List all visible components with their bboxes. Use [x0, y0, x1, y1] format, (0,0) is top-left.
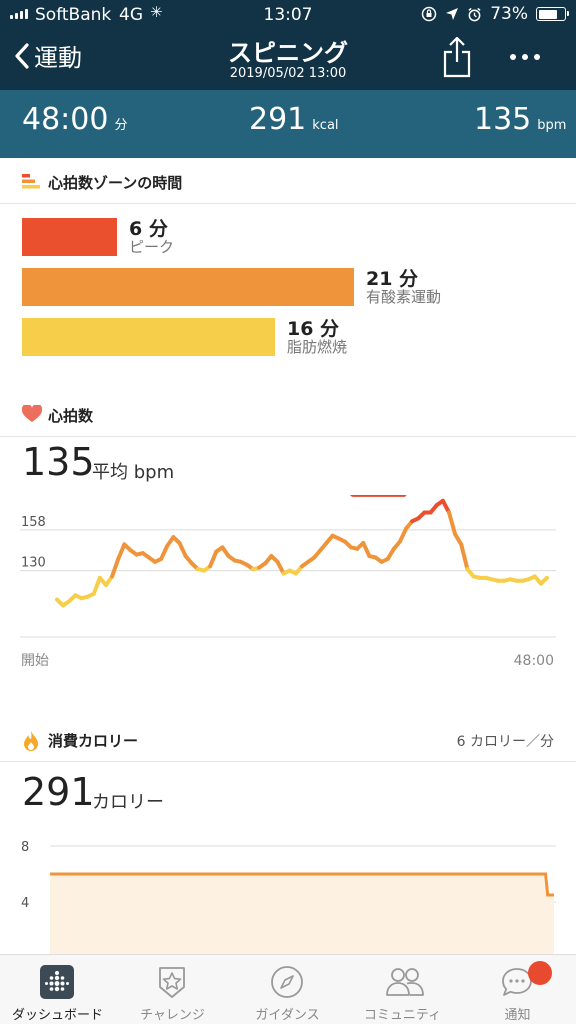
tab-guidance-label: ガイダンス — [255, 1008, 320, 1023]
hr-y-tick-label: 158 — [21, 515, 46, 530]
calories-value: 291 — [249, 102, 307, 137]
activity-spinner-icon: ✳ — [150, 3, 163, 21]
nav-bar: 運動 スピニング 2019/05/02 13:00 — [0, 30, 576, 90]
tab-dashboard-label: ダッシュボード — [11, 1008, 103, 1023]
tab-community-label: コミュニティ — [363, 1008, 442, 1023]
more-options-icon[interactable] — [510, 54, 540, 60]
cal-area-fill — [50, 874, 554, 955]
bpm-unit: bpm — [537, 118, 567, 133]
zone-value-2: 16 分 — [287, 318, 340, 340]
tab-challenges-label: チャレンジ — [140, 1008, 205, 1023]
zone-name-1: 有酸素運動 — [366, 288, 442, 306]
dashboard-icon — [40, 965, 74, 999]
status-bar: SoftBank 4G ✳ 13:07 73% — [0, 0, 576, 30]
calories-chart: 84 — [21, 840, 556, 955]
alarm-icon — [468, 7, 481, 21]
calories-rate: 6 カロリー／分 — [456, 734, 554, 750]
calories-header: 消費カロリー 6 カロリー／分 — [0, 718, 576, 762]
people-icon — [386, 968, 424, 996]
calories-total-value: 291 — [22, 770, 95, 814]
average-bpm-label: 平均 bpm — [92, 462, 175, 483]
zone-name-0: ピーク — [129, 238, 175, 256]
hr-line-segment — [398, 526, 409, 544]
tab-bar: ダッシュボード チャレンジ ガイダンス コミュニティ 通知 — [0, 954, 576, 1024]
signal-icon — [10, 9, 28, 19]
calories-stat: 291 kcal — [249, 102, 339, 137]
hr-line-segment — [538, 575, 549, 586]
status-time: 13:07 — [263, 5, 313, 25]
tab-dashboard[interactable]: ダッシュボード — [0, 955, 115, 1024]
zone-bar-0 — [22, 218, 117, 256]
zone-value-0: 6 分 — [129, 218, 168, 240]
hr-line-segment — [459, 542, 470, 572]
bpm-value: 135 — [474, 102, 532, 137]
cal-line — [50, 872, 554, 897]
calories-total-unit: カロリー — [92, 792, 164, 813]
battery-icon — [536, 7, 569, 21]
flame-icon — [24, 731, 38, 751]
heart-rate-header: 心拍数 — [0, 393, 576, 437]
page-title: スピニング — [228, 39, 348, 67]
orientation-lock-icon — [421, 6, 437, 22]
hr-line-segment — [440, 498, 451, 515]
hr-x-end-label: 48:00 — [514, 653, 554, 669]
star-badge-icon — [159, 967, 185, 998]
zone-name-2: 脂肪燃焼 — [287, 338, 348, 356]
hr-line-segment — [447, 510, 458, 537]
zone-bar-1 — [22, 268, 354, 306]
workout-summary: 48:00 分 291 kcal 135 bpm — [0, 90, 576, 158]
hr-line-segment — [110, 556, 121, 579]
zones-header: 心拍数ゾーンの時間 — [0, 160, 576, 204]
header: SoftBank 4G ✳ 13:07 73% 運動 スピニング 2019/05… — [0, 0, 576, 90]
cal-y-tick-label: 8 — [21, 840, 29, 855]
status-right: 73% — [421, 4, 569, 24]
back-label: 運動 — [34, 44, 82, 72]
zones-icon — [22, 174, 40, 189]
back-button[interactable]: 運動 — [14, 38, 82, 73]
chevron-left-icon — [15, 42, 29, 69]
hr-line-segment — [275, 559, 286, 576]
location-arrow-icon — [446, 8, 459, 20]
peak-badge — [350, 495, 407, 497]
battery-fill — [538, 9, 557, 19]
tab-challenges[interactable]: チャレンジ — [115, 955, 230, 1024]
hr-line-segment — [159, 543, 170, 561]
hr-line-segment — [208, 549, 219, 569]
zone-value-1: 21 分 — [366, 268, 419, 290]
heart-rate-chart: 158 130 178 開始 48:00 — [20, 495, 556, 669]
network-type: 4G — [119, 5, 143, 25]
duration-unit: 分 — [114, 118, 128, 133]
hr-line-segment — [177, 540, 188, 559]
duration-value: 48:00 — [22, 102, 109, 137]
duration-stat: 48:00 分 — [22, 102, 127, 137]
battery-percent: 73% — [490, 4, 528, 24]
zones-title: 心拍数ゾーンの時間 — [48, 174, 183, 192]
cal-y-tick-label: 4 — [21, 896, 29, 911]
compass-icon — [271, 966, 303, 998]
heart-icon — [22, 405, 42, 422]
hr-line-segment — [361, 540, 372, 559]
tab-notifications[interactable]: 通知 — [460, 955, 575, 1024]
zone-bar-2 — [22, 318, 275, 356]
bpm-stat: 135 bpm — [474, 102, 566, 137]
tab-guidance[interactable]: ガイダンス — [230, 955, 345, 1024]
tab-notifications-label: 通知 — [504, 1008, 531, 1023]
hr-y-tick-label: 130 — [21, 556, 46, 571]
hr-x-start-label: 開始 — [21, 653, 49, 669]
calories-title: 消費カロリー — [48, 732, 139, 750]
carrier-name: SoftBank — [35, 5, 112, 25]
heart-rate-title: 心拍数 — [48, 407, 94, 425]
page-subtitle: 2019/05/02 13:00 — [229, 66, 347, 81]
notification-dot — [528, 961, 552, 985]
hr-line-segment — [116, 542, 127, 561]
hr-line-segment — [91, 575, 102, 596]
share-icon[interactable] — [442, 36, 472, 78]
average-bpm-value: 135 — [22, 440, 95, 484]
calories-unit: kcal — [312, 118, 339, 133]
tab-community[interactable]: コミュニティ — [345, 955, 460, 1024]
peak-badge-label: 178 — [364, 495, 389, 496]
